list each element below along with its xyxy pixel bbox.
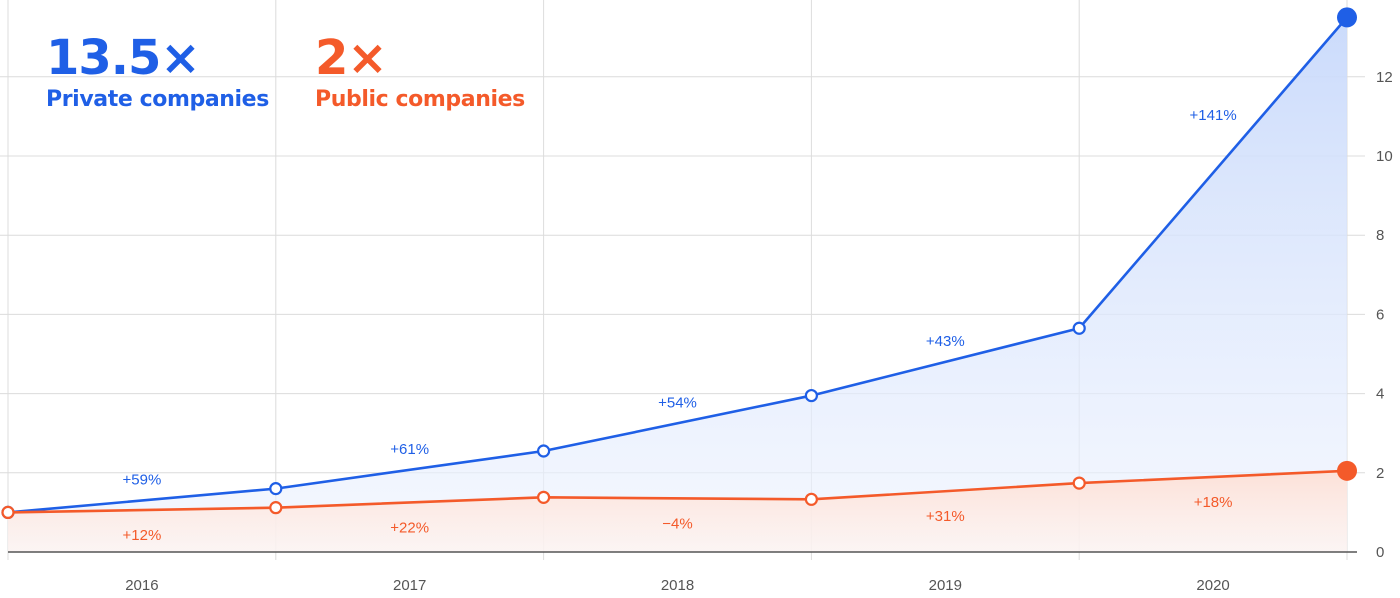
public-growth-label: +31%	[926, 508, 965, 525]
y-tick-label: 10	[1376, 148, 1393, 165]
y-tick-label: 6	[1376, 306, 1384, 323]
area-fills	[8, 17, 1347, 552]
y-tick-label: 2	[1376, 465, 1384, 482]
private-growth-label: +141%	[1190, 107, 1237, 124]
public-point	[269, 501, 283, 515]
private-label: Private companies	[46, 87, 269, 112]
y-tick-label: 4	[1376, 386, 1384, 403]
private-line	[7, 16, 1348, 514]
public-point	[1072, 476, 1086, 490]
public-growth-label: +12%	[123, 527, 162, 544]
legend-private: 13.5× Private companies	[46, 30, 269, 114]
private-multiplier: 13.5×	[46, 30, 201, 86]
public-growth-label: +22%	[390, 520, 429, 537]
x-tick-label: 2016	[125, 577, 158, 594]
series-lines	[7, 16, 1348, 514]
private-point	[1072, 321, 1086, 335]
private-point	[1337, 7, 1357, 28]
public-multiplier: 2×	[315, 30, 388, 86]
private-growth-label: +54%	[658, 394, 697, 411]
private-area-fill	[8, 17, 1347, 552]
y-tick-label: 8	[1376, 227, 1384, 244]
x-tick-label: 2020	[1196, 577, 1229, 594]
private-point	[536, 444, 551, 458]
data-points	[1, 7, 1357, 520]
private-point	[804, 388, 819, 403]
private-growth-label: +61%	[390, 441, 429, 458]
y-tick-label: 0	[1376, 544, 1384, 561]
growth-labels: +59% +61% +54% +43% +141% +12% +22% −4% +31% +18%	[123, 107, 1237, 544]
axes: 0 2 4 6 8 10 12 2016 2017 2018 2019 2020	[8, 69, 1393, 594]
legend-public: 2× Public companies	[315, 30, 525, 114]
private-growth-label: +59%	[123, 472, 162, 489]
public-point	[536, 490, 551, 504]
private-point	[269, 482, 283, 496]
y-tick-label: 12	[1376, 69, 1393, 86]
public-line	[7, 469, 1348, 514]
public-point	[804, 492, 819, 506]
public-area-fill	[8, 470, 1347, 552]
x-tick-label: 2017	[393, 577, 426, 594]
x-tick-label: 2019	[929, 577, 962, 594]
private-growth-label: +43%	[926, 333, 965, 350]
public-growth-label: +18%	[1194, 494, 1233, 511]
x-tick-label: 2018	[661, 577, 694, 594]
public-point	[1, 505, 15, 520]
public-point	[1337, 460, 1357, 481]
public-label: Public companies	[315, 87, 525, 112]
public-growth-label: −4%	[662, 515, 692, 532]
